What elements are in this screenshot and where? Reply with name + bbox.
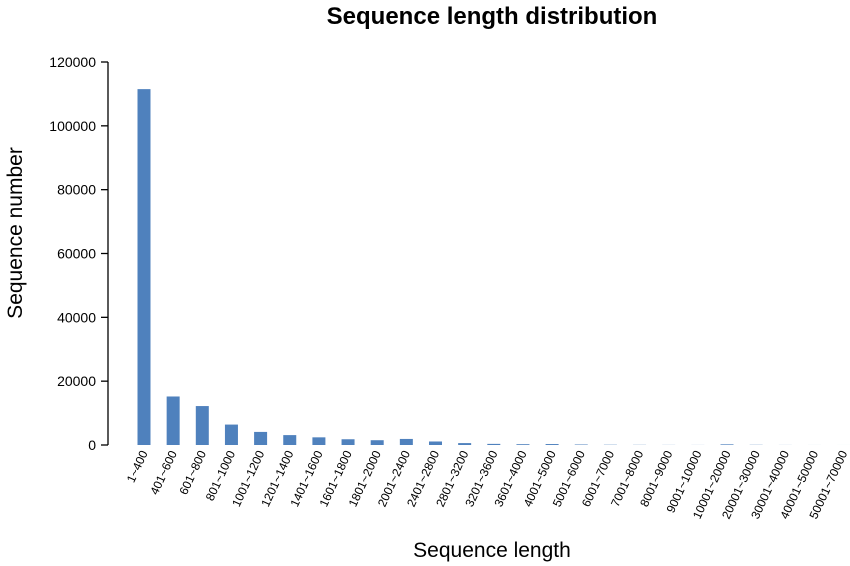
bar (458, 443, 472, 445)
bar (195, 406, 209, 445)
bar (166, 396, 180, 445)
bar (370, 440, 384, 445)
bar (429, 441, 442, 445)
bar (487, 443, 501, 445)
y-tick-label: 60000 (57, 246, 96, 262)
chart-title: Sequence length distribution (327, 3, 658, 30)
bar (399, 438, 413, 445)
x-axis-tick-labels: 1~400401~600601~800801~10001001~12001201… (124, 448, 850, 521)
y-axis-label: Sequence number (4, 147, 27, 319)
bar (720, 444, 734, 445)
y-tick-label: 20000 (57, 373, 96, 389)
bar (137, 89, 151, 446)
y-axis-ticks: 0 20000 40000 60000 80000 100000 120000 (49, 54, 108, 453)
bar (341, 439, 355, 445)
bar (283, 435, 297, 445)
bar (545, 444, 559, 445)
y-tick-label: 120000 (49, 54, 96, 70)
x-tick-label: 601~800 (176, 448, 209, 497)
y-tick-label: 100000 (49, 118, 96, 134)
y-tick-label: 0 (88, 437, 96, 453)
y-tick-label: 80000 (57, 182, 96, 198)
x-tick-label: 401~600 (147, 448, 180, 497)
x-tick-label: 1~400 (124, 448, 151, 485)
bar (254, 431, 268, 445)
bar (516, 444, 530, 445)
bar (224, 424, 238, 445)
x-axis-label: Sequence length (413, 539, 571, 562)
y-tick-label: 40000 (57, 309, 96, 325)
bars (137, 89, 850, 446)
bar (312, 437, 326, 445)
